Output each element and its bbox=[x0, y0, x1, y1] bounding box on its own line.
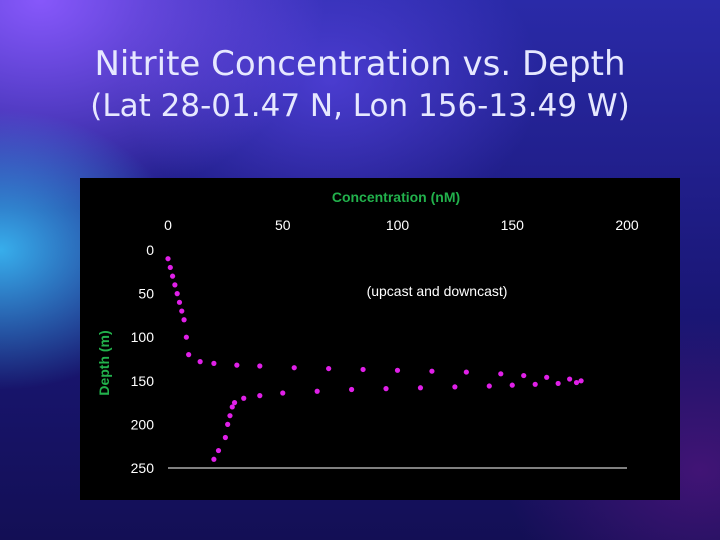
data-points bbox=[165, 256, 584, 462]
data-point bbox=[349, 386, 355, 393]
data-point bbox=[172, 282, 178, 288]
x-tick-label: 200 bbox=[615, 217, 639, 233]
y-tick-label: 50 bbox=[138, 286, 154, 302]
data-point bbox=[197, 359, 203, 365]
data-point bbox=[211, 456, 217, 462]
data-point bbox=[314, 388, 320, 394]
y-tick-label: 0 bbox=[146, 242, 154, 258]
data-point bbox=[280, 390, 286, 396]
data-point bbox=[174, 291, 180, 297]
data-point bbox=[222, 434, 228, 441]
data-point bbox=[257, 363, 263, 369]
data-point bbox=[225, 421, 231, 427]
data-point bbox=[417, 385, 424, 391]
chart-annotation: (upcast and downcast) bbox=[367, 283, 508, 299]
data-point bbox=[186, 352, 192, 358]
x-tick-label: 0 bbox=[164, 217, 172, 233]
data-point bbox=[183, 334, 189, 340]
data-point bbox=[521, 372, 527, 379]
data-point bbox=[165, 256, 171, 262]
data-point bbox=[509, 382, 515, 388]
data-point bbox=[578, 378, 584, 384]
x-tick-labels: 0 50 100 150 200 bbox=[164, 217, 639, 233]
x-tick-label: 150 bbox=[501, 217, 525, 233]
x-axis-label: Concentration (nM) bbox=[332, 189, 460, 205]
data-point bbox=[215, 447, 222, 454]
data-point bbox=[394, 367, 401, 373]
data-point bbox=[567, 376, 573, 382]
data-point bbox=[211, 360, 217, 366]
data-point bbox=[234, 362, 240, 368]
data-point bbox=[463, 369, 469, 375]
y-tick-label: 250 bbox=[131, 460, 155, 476]
data-point bbox=[326, 365, 332, 372]
data-point bbox=[231, 400, 238, 406]
data-point bbox=[181, 317, 187, 323]
y-tick-label: 150 bbox=[131, 373, 155, 389]
chart-title: Nitrite Concentration vs. Depth bbox=[94, 44, 626, 84]
data-point bbox=[486, 383, 492, 389]
depth-profile-chart: Concentration (nM) Depth (m) (upcast and… bbox=[96, 189, 639, 476]
x-tick-label: 50 bbox=[275, 217, 291, 233]
data-point bbox=[555, 380, 561, 387]
x-tick-label: 100 bbox=[386, 217, 410, 233]
data-point bbox=[176, 299, 183, 305]
data-point bbox=[573, 379, 580, 386]
data-point bbox=[291, 365, 297, 371]
data-point bbox=[383, 386, 389, 392]
data-point bbox=[257, 393, 263, 399]
data-point bbox=[360, 366, 366, 373]
chart-subtitle: (Lat 28-01.47 N, Lon 156-13.49 W) bbox=[90, 88, 630, 124]
data-point bbox=[227, 413, 233, 419]
data-point bbox=[179, 308, 185, 314]
y-tick-labels: 0 50 100 150 200 250 bbox=[131, 242, 155, 476]
data-point bbox=[429, 368, 435, 374]
y-axis-label: Depth (m) bbox=[96, 330, 112, 395]
data-point bbox=[544, 374, 550, 380]
y-tick-label: 100 bbox=[131, 329, 155, 345]
data-point bbox=[532, 381, 538, 387]
data-point bbox=[229, 404, 235, 410]
data-point bbox=[169, 273, 176, 279]
data-point bbox=[452, 384, 458, 390]
chart-panel: Concentration (nM) Depth (m) (upcast and… bbox=[80, 178, 680, 500]
data-point bbox=[167, 264, 173, 271]
data-point bbox=[498, 371, 504, 377]
data-point bbox=[241, 395, 247, 401]
y-tick-label: 200 bbox=[131, 416, 155, 432]
